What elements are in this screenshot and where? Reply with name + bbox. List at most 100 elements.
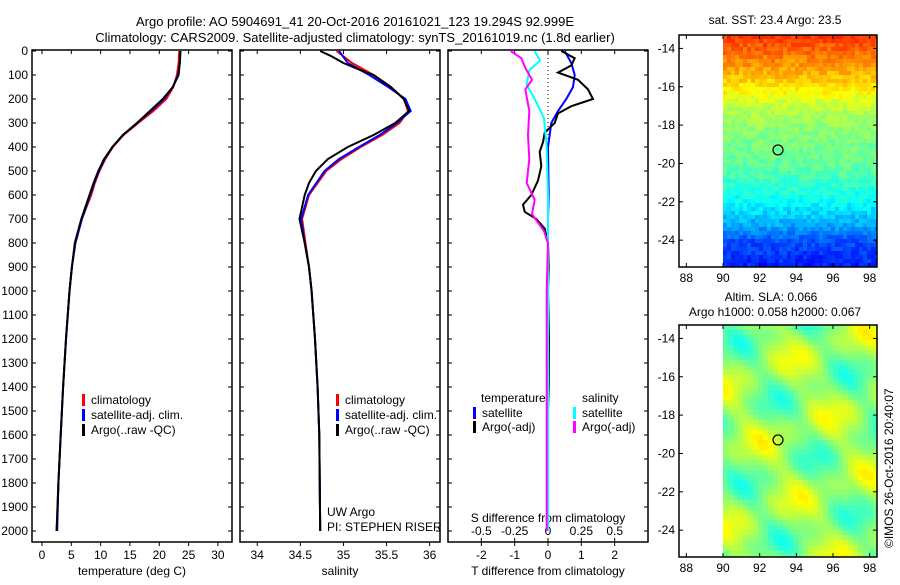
map-cell [819,115,824,120]
map-cell [807,87,812,92]
map-cell [753,375,759,381]
map-cell [827,175,832,180]
map-cell [768,465,774,471]
map-cell [843,207,848,212]
map-cell [799,83,804,88]
map-cell [748,490,754,496]
map-cell [839,255,844,260]
map-cell [738,410,744,416]
map-cell [873,465,878,471]
map-cell [771,187,776,192]
map-cell [863,390,869,396]
map-cell [807,59,812,64]
map-cell [827,231,832,236]
map-cell [731,87,736,92]
map-cell [819,47,824,52]
map-cell [847,243,852,248]
lon-tick-label: 88 [680,561,694,575]
map-cell [743,525,749,531]
map-cell [819,255,824,260]
map-cell [763,385,769,391]
map-cell [853,450,859,456]
map-cell [763,47,768,52]
map-cell [813,435,819,441]
map-cell [831,199,836,204]
map-cell [731,47,736,52]
map-cell [851,263,856,268]
map-cell [847,255,852,260]
map-cell [731,239,736,244]
map-cell [771,171,776,176]
map-cell [771,59,776,64]
map-cell [775,95,780,100]
map-cell [807,115,812,120]
map-cell [768,525,774,531]
map-cell [871,195,876,200]
map-cell [838,485,844,491]
map-cell [783,385,789,391]
map-cell [793,510,799,516]
y-tick-label: 1800 [1,476,28,490]
map-cell [743,495,749,501]
map-cell [795,183,800,188]
map-cell [751,95,756,100]
map-cell [807,91,812,96]
map-cell [763,510,769,516]
map-cell [795,75,800,80]
map-cell [813,445,819,451]
map-cell [793,365,799,371]
map-cell [823,470,829,476]
map-cell [787,43,792,48]
map-cell [779,251,784,256]
map-cell [751,91,756,96]
map-cell [843,179,848,184]
map-cell [773,505,779,511]
map-cell [871,247,876,252]
map-cell [859,35,864,40]
map-cell [787,239,792,244]
map-cell [753,400,759,406]
map-cell [791,167,796,172]
map-cell [773,550,779,556]
map-cell [775,43,780,48]
map-cell [839,259,844,264]
map-cell [859,251,864,256]
map-cell [843,143,848,148]
map-cell [827,147,832,152]
map-cell [753,490,759,496]
map-cell [748,455,754,461]
map-cell [739,127,744,132]
map-cell [763,420,769,426]
map-cell [863,95,868,100]
map-cell [813,540,819,546]
map-cell [783,380,789,386]
map-cell [723,167,728,172]
lat-tick-label: -20 [658,156,676,170]
map-cell [767,139,772,144]
map-cell [799,71,804,76]
map-cell [863,211,868,216]
map-cell [833,475,839,481]
map-cell [758,545,764,551]
map-cell [767,191,772,196]
map-cell [767,235,772,240]
map-cell [753,475,759,481]
map-cell [851,63,856,68]
map-cell [771,263,776,268]
legend-label: satellite [582,406,623,420]
map-cell [733,500,739,506]
map-cell [751,63,756,68]
map-cell [823,395,829,401]
map-cell [819,83,824,88]
map-cell [831,59,836,64]
map-cell [779,147,784,152]
map-cell [831,103,836,108]
map-cell [753,480,759,486]
map-cell [811,83,816,88]
map-cell [868,415,874,421]
map-cell [819,135,824,140]
map-cell [763,171,768,176]
map-cell [735,51,740,56]
x-tick-label: -1 [509,548,520,562]
map-cell [798,420,804,426]
